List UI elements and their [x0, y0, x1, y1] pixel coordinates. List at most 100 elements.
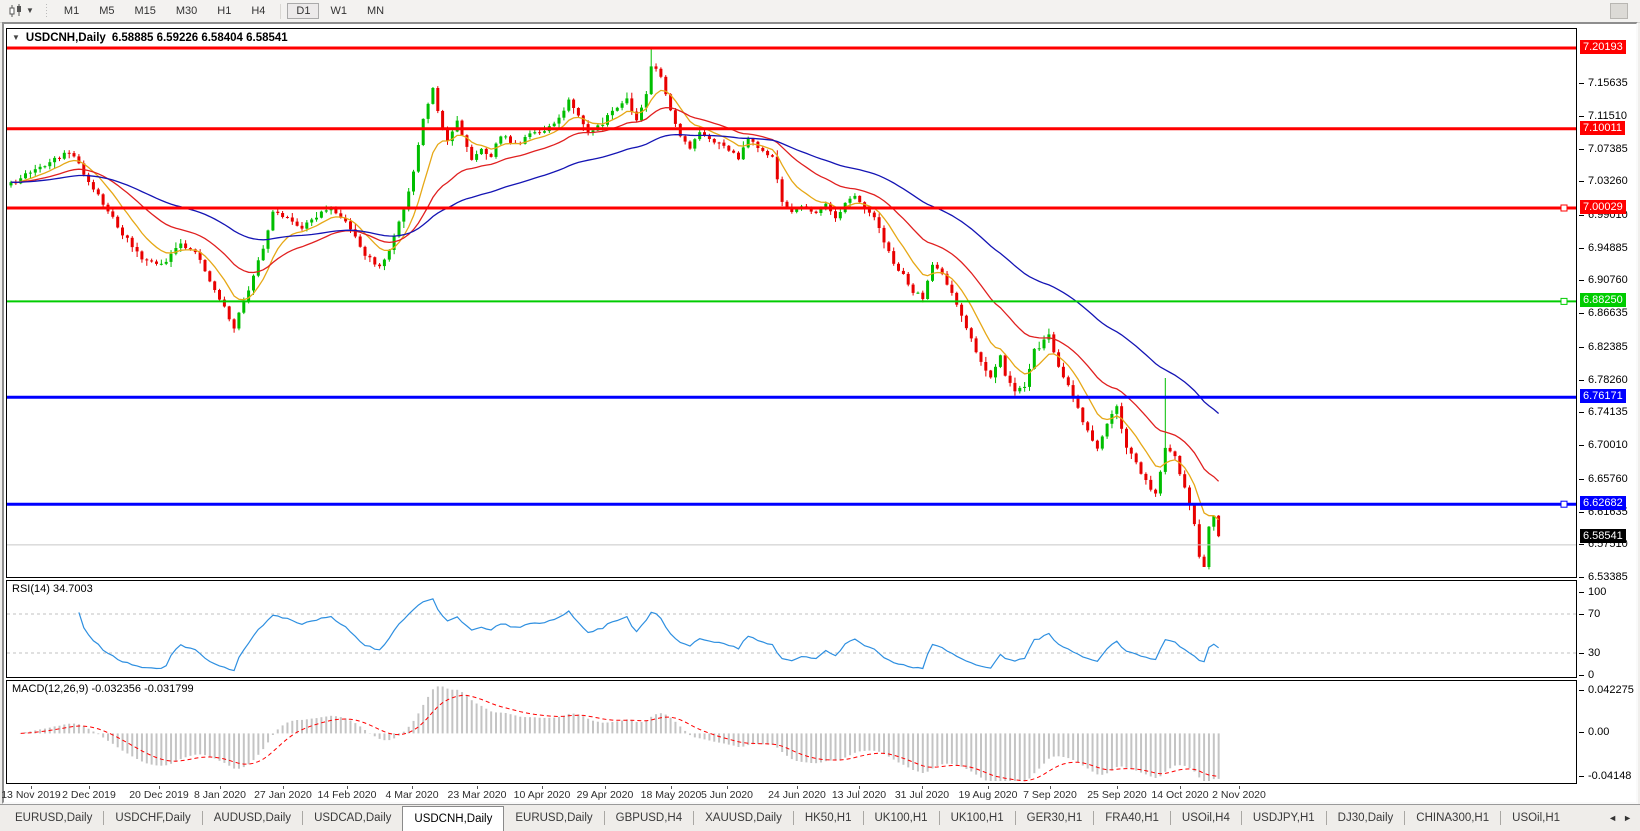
date-label: 8 Jan 2020 — [194, 789, 246, 801]
tab-separator — [1500, 811, 1502, 825]
price-tick-label: 6.82385 — [1579, 341, 1628, 354]
price-tick-label: 6.86635 — [1579, 307, 1628, 320]
date-tick — [605, 786, 606, 789]
chart-title: ▼ USDCNH,Daily 6.58885 6.59226 6.58404 6… — [12, 32, 288, 44]
chart-tab-hk50-h1[interactable]: HK50,H1 — [804, 812, 852, 824]
current-price-label: 6.58541 — [1580, 529, 1626, 543]
candlestick-glyph — [9, 4, 21, 17]
price-tick-label: 6.90760 — [1579, 274, 1628, 287]
chart-tab-usdjpy-h1[interactable]: USDJPY,H1 — [1252, 812, 1315, 824]
date-tick — [1180, 786, 1181, 789]
price-tick-label: 7.15635 — [1579, 77, 1628, 90]
macd-chart — [19, 686, 1220, 782]
date-label: 19 Aug 2020 — [958, 789, 1018, 801]
timeframe-button-m5[interactable]: M5 — [99, 5, 115, 17]
chart-tab-usdcad-daily[interactable]: USDCAD,Daily — [314, 812, 392, 824]
timeframe-button-h4[interactable]: H4 — [251, 5, 266, 17]
rsi-axis-label: 100 — [1578, 586, 1606, 599]
timeframe-button-mn[interactable]: MN — [366, 5, 385, 17]
timeframe-button-m15[interactable]: M15 — [134, 5, 156, 17]
timeframe-button-d1[interactable]: D1 — [287, 3, 320, 19]
date-label: 5 Jun 2020 — [701, 789, 753, 801]
chart-tab-ger30-h1[interactable]: GER30,H1 — [1026, 812, 1083, 824]
price-tick-label: 6.74135 — [1579, 406, 1628, 419]
hline-price-label: 7.20193 — [1580, 40, 1626, 54]
hline-price-label: 6.76171 — [1580, 389, 1626, 403]
timeframe-button-m1[interactable]: M1 — [63, 5, 80, 17]
hline-price-label: 6.88250 — [1580, 293, 1626, 307]
tab-separator — [201, 811, 203, 825]
chart-tab-uk100-h1[interactable]: UK100,H1 — [950, 812, 1004, 824]
date-tick — [412, 786, 413, 789]
tab-separator — [938, 811, 940, 825]
tab-separator — [1325, 811, 1327, 825]
chart-workspace: ▼ USDCNH,Daily 6.58885 6.59226 6.58404 6… — [1, 22, 1638, 804]
chart-tab-xauusd-daily[interactable]: XAUUSD,Daily — [705, 812, 782, 824]
chart-tab-dj30-daily[interactable]: DJ30,Daily — [1337, 812, 1394, 824]
chart-tab-audusd-daily[interactable]: AUDUSD,Daily — [213, 812, 292, 824]
date-label: 14 Feb 2020 — [317, 789, 377, 801]
tab-separator — [103, 811, 105, 825]
price-tick-label: 6.53385 — [1579, 571, 1628, 584]
macd-panel[interactable]: MACD(12,26,9) -0.032356 -0.031799 — [6, 680, 1577, 784]
rsi-axis-label: 70 — [1578, 608, 1600, 621]
price-tick-label: 7.11510 — [1579, 110, 1627, 123]
date-label: 14 Oct 2020 — [1151, 789, 1209, 801]
date-label: 7 Sep 2020 — [1023, 789, 1077, 801]
macd-label: MACD(12,26,9) -0.032356 -0.031799 — [12, 683, 194, 695]
price-chart-panel[interactable]: ▼ USDCNH,Daily 6.58885 6.59226 6.58404 6… — [6, 28, 1577, 578]
chart-tab-gbpusd-h4[interactable]: GBPUSD,H4 — [615, 812, 683, 824]
ohlc-values: 6.58885 6.59226 6.58404 6.58541 — [111, 32, 288, 44]
tab-separator — [1093, 811, 1095, 825]
chart-tab-usoil-h1[interactable]: USOil,H1 — [1512, 812, 1561, 824]
rsi-chart — [7, 598, 1576, 672]
chevron-down-icon[interactable]: ▼ — [12, 33, 20, 42]
rsi-axis-label: 0 — [1578, 669, 1594, 682]
price-tick-label: 6.94885 — [1579, 242, 1628, 255]
date-tick — [89, 786, 90, 789]
toolbar-right-button[interactable] — [1610, 3, 1628, 19]
date-tick — [31, 786, 32, 789]
toolbar: ▼ M1 M5 M15 M30 H1 H4 D1 W1 MN — [0, 0, 1640, 23]
tab-separator — [302, 811, 304, 825]
date-tick — [1050, 786, 1051, 789]
chart-tabs: EURUSD,Daily USDCHF,Daily AUDUSD,Daily USDC… — [0, 805, 1600, 831]
toolbar-grip — [44, 3, 49, 19]
chart-tab-usoil-h4[interactable]: USOil,H4 — [1181, 812, 1230, 824]
date-tick — [671, 786, 672, 789]
tab-scroll-right-icon[interactable]: ► — [1623, 813, 1632, 823]
chart-tab-eurusd-daily[interactable]: EURUSD,Daily — [515, 812, 593, 824]
date-label: 2 Nov 2020 — [1212, 789, 1266, 801]
chart-tab-bar: EURUSD,Daily USDCHF,Daily AUDUSD,Daily USDC… — [0, 804, 1640, 831]
chart-tab-usdchf-daily[interactable]: USDCHF,Daily — [115, 812, 191, 824]
macd-axis-label: 0.042275 — [1579, 684, 1634, 697]
timeframe-button-h1[interactable]: H1 — [217, 5, 232, 17]
chart-tab-uk100-h1[interactable]: UK100,H1 — [874, 812, 928, 824]
chart-tab-usdcnh-daily[interactable]: USDCNH,Daily — [402, 806, 505, 831]
timeframe-button-w1[interactable]: W1 — [330, 5, 347, 17]
price-axis[interactable]: 7.15635 7.11510 7.07385 7.03260 6.99010 6.948… — [1578, 24, 1636, 802]
date-tick — [727, 786, 728, 789]
macd-axis-label: -0.04148 — [1578, 770, 1631, 783]
timeframe-button-m30[interactable]: M30 — [175, 5, 198, 17]
candlestick-chart — [7, 46, 1576, 570]
date-label: 18 May 2020 — [640, 789, 702, 801]
candlestick-chart-icon[interactable]: ▼ — [3, 2, 39, 20]
tab-separator — [603, 811, 605, 825]
date-axis: 13 Nov 2019 2 Dec 2019 20 Dec 2019 8 Jan 20… — [1, 786, 1577, 802]
price-tick-label: 7.07385 — [1579, 143, 1628, 156]
date-tick — [159, 786, 160, 789]
rsi-panel[interactable]: RSI(14) 34.7003 — [6, 580, 1577, 678]
chart-tab-fra40-h1[interactable]: FRA40,H1 — [1105, 812, 1159, 824]
chart-tab-china300-h1[interactable]: CHINA300,H1 — [1416, 812, 1490, 824]
tab-separator — [1014, 811, 1016, 825]
chart-tab-eurusd-daily[interactable]: EURUSD,Daily — [15, 812, 93, 824]
price-tick-label: 6.78260 — [1579, 374, 1628, 387]
date-tick — [859, 786, 860, 789]
hline-price-label: 7.00029 — [1580, 200, 1626, 214]
chevron-down-icon[interactable]: ▼ — [26, 6, 34, 15]
hline-price-label: 6.62682 — [1580, 496, 1626, 510]
date-label: 24 Jun 2020 — [768, 789, 826, 801]
tab-scroll-left-icon[interactable]: ◄ — [1608, 813, 1618, 823]
